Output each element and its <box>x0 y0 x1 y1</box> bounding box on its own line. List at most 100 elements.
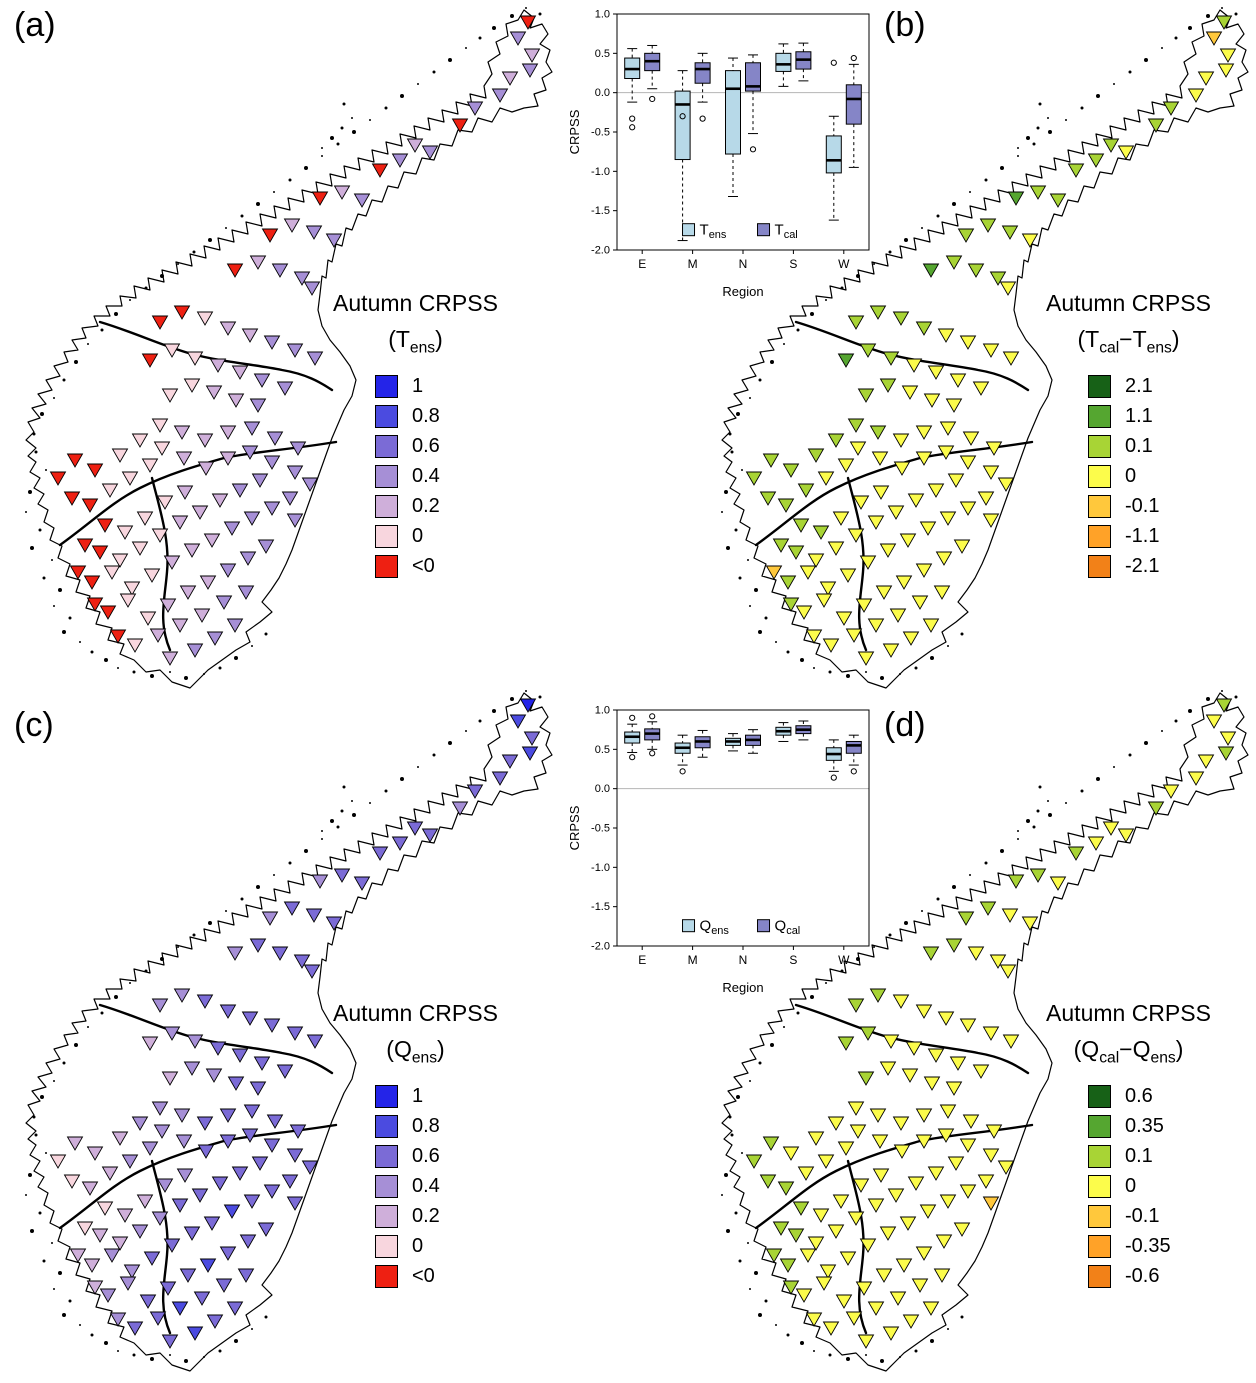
station-marker <box>959 1138 977 1153</box>
island-dot <box>936 897 940 901</box>
legend-label: -0.6 <box>1125 1264 1160 1287</box>
station-marker <box>286 465 304 480</box>
island-dot <box>68 1299 72 1303</box>
station-marker <box>263 1138 281 1153</box>
station-marker <box>83 575 101 590</box>
station-marker <box>937 1011 955 1026</box>
station-marker <box>301 477 319 492</box>
island-dot <box>1234 695 1238 699</box>
station-marker <box>101 483 119 498</box>
station-marker <box>797 483 815 498</box>
station-marker <box>867 1301 885 1316</box>
island-dot <box>114 995 118 999</box>
station-marker <box>176 485 194 500</box>
station-marker <box>959 1184 977 1199</box>
island-dot <box>538 695 542 699</box>
x-axis-label: Region <box>722 980 763 995</box>
station-marker <box>847 418 865 433</box>
station-marker <box>949 1056 967 1071</box>
station-marker <box>979 218 997 233</box>
station-marker <box>857 1071 875 1086</box>
station-marker <box>957 911 975 926</box>
x-tick-label: W <box>838 953 850 967</box>
station-marker <box>227 1076 245 1091</box>
station-marker <box>982 513 1000 528</box>
station-marker <box>199 575 217 590</box>
station-marker <box>959 1018 977 1033</box>
island-dot <box>342 785 346 789</box>
legend-label: 0.1 <box>1125 1144 1153 1167</box>
station-marker <box>859 343 877 358</box>
island-dot <box>160 957 164 961</box>
station-marker <box>49 1154 67 1169</box>
station-marker <box>911 1278 929 1293</box>
island-dot <box>144 286 148 290</box>
station-marker <box>937 1128 955 1143</box>
station-marker <box>1219 731 1237 746</box>
station-marker <box>879 1061 897 1076</box>
island-dot <box>904 921 908 925</box>
station-marker <box>153 441 171 456</box>
station-marker <box>927 1166 945 1181</box>
legend-swatch <box>1088 554 1111 578</box>
station-marker <box>101 1166 119 1181</box>
station-marker <box>99 605 117 620</box>
station-marker <box>805 629 823 644</box>
island-dot <box>38 1211 42 1215</box>
station-marker <box>967 263 985 278</box>
station-marker <box>96 518 114 533</box>
station-marker <box>902 631 920 646</box>
station-marker <box>215 1278 233 1293</box>
station-marker <box>812 1208 830 1223</box>
island-dot <box>218 666 222 670</box>
legend-item: -2.1 <box>1088 554 1221 578</box>
station-marker <box>945 938 963 953</box>
box <box>775 52 792 72</box>
station-marker <box>972 1064 990 1079</box>
station-marker <box>196 433 214 448</box>
station-marker <box>847 528 865 543</box>
station-marker <box>251 473 269 488</box>
legend-label: 0.6 <box>1125 1084 1153 1107</box>
legend-swatch <box>375 1264 398 1288</box>
station-marker <box>186 351 204 366</box>
legend-label: 0 <box>412 524 424 547</box>
legend-items: 0.6 0.35 0.1 0 -0.1 -0.35 -0.6 <box>1036 1084 1221 1288</box>
y-tick-label: -0.5 <box>591 127 610 139</box>
legend-swatch <box>375 374 398 398</box>
legend-label: 0.2 <box>412 1204 440 1227</box>
station-marker <box>1205 31 1223 46</box>
station-marker <box>935 1234 953 1249</box>
island-dot <box>351 800 353 802</box>
legend-subtitle: (Qcal−Qens) <box>1073 1036 1184 1067</box>
station-marker <box>837 353 855 368</box>
legend-label: 0 <box>1125 1174 1137 1197</box>
station-marker <box>219 1246 237 1261</box>
station-marker <box>977 491 995 506</box>
x-tick-label: N <box>739 257 748 271</box>
island-dot <box>132 1353 136 1357</box>
station-marker <box>153 1124 171 1139</box>
station-marker <box>959 335 977 350</box>
island-dot <box>1038 785 1042 789</box>
island-dot <box>754 1271 758 1275</box>
station-marker <box>1029 868 1047 883</box>
station-marker <box>852 495 870 510</box>
island-dot <box>45 469 47 471</box>
station-marker <box>121 471 139 486</box>
island-dot <box>400 94 404 98</box>
station-marker <box>227 393 245 408</box>
station-marker <box>867 618 885 633</box>
island-dot <box>840 969 844 973</box>
station-marker <box>281 491 299 506</box>
station-marker <box>919 1204 937 1219</box>
station-marker <box>872 1168 890 1183</box>
station-marker <box>827 433 845 448</box>
station-marker <box>223 521 241 536</box>
station-marker <box>219 1004 237 1019</box>
station-marker <box>807 448 825 463</box>
legend-label: 0.1 <box>1125 434 1153 457</box>
station-marker <box>939 1104 957 1119</box>
station-marker <box>997 1160 1015 1175</box>
island-dot <box>384 789 388 793</box>
